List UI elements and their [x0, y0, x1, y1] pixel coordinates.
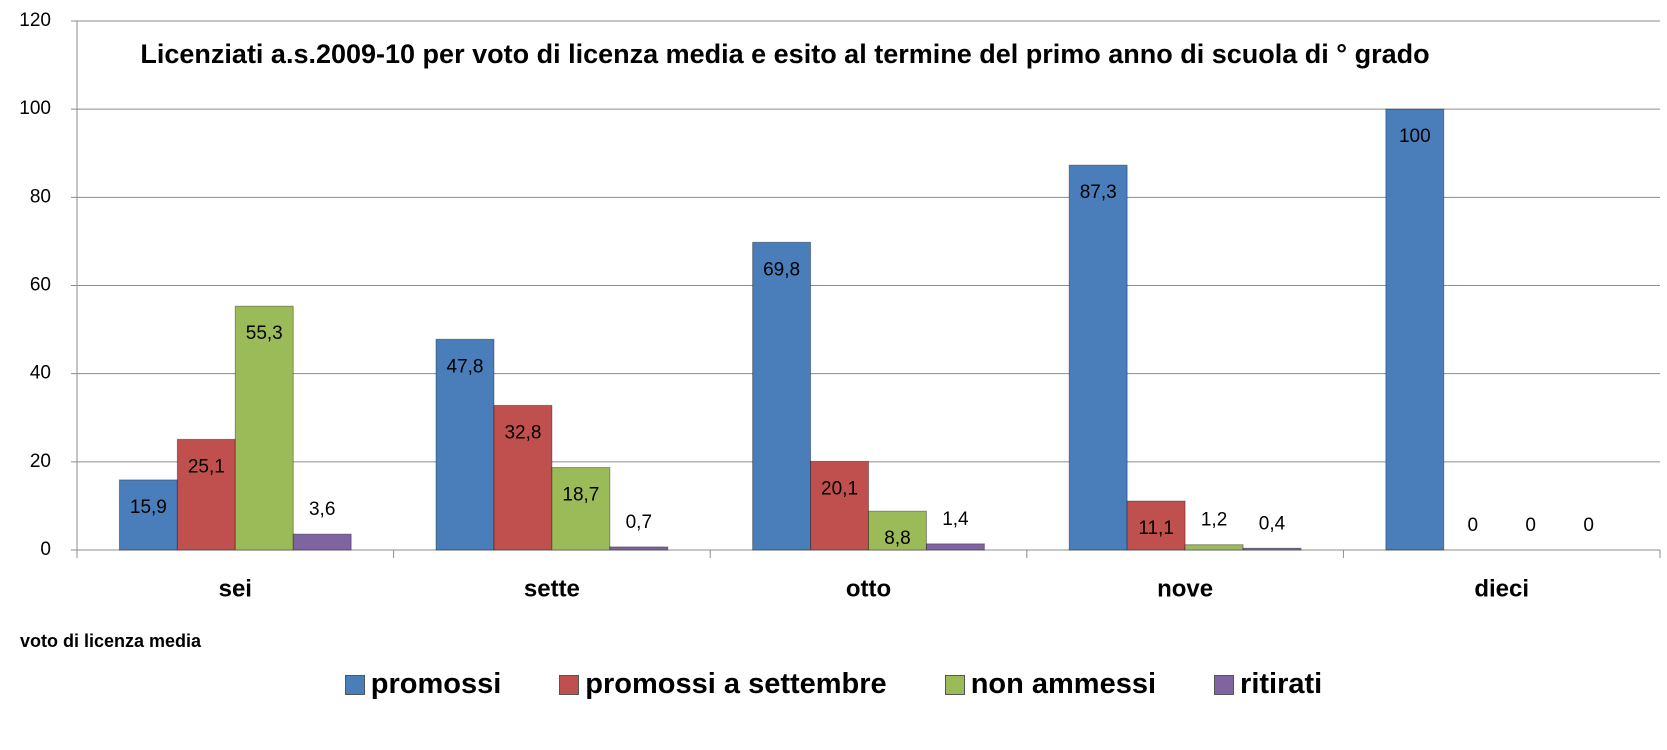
- data-label: 0,4: [1259, 513, 1286, 534]
- bar: [925, 543, 985, 551]
- legend-item: ritirati: [1214, 668, 1322, 701]
- data-label: 3,6: [309, 499, 335, 520]
- legend-swatch: [344, 674, 365, 695]
- data-label: 18,7: [562, 485, 599, 506]
- x-tick-label: otto: [846, 575, 891, 602]
- legend-item: promossi a settembre: [559, 668, 887, 701]
- data-label: 11,1: [1138, 518, 1174, 539]
- bar: [868, 510, 927, 551]
- legend-swatch: [944, 674, 965, 695]
- x-axis-label: voto di licenza media: [20, 631, 202, 651]
- y-tick-label: 80: [30, 186, 51, 207]
- bar: [551, 467, 611, 551]
- y-tick-label: 40: [30, 363, 51, 384]
- data-label: 100: [1399, 126, 1431, 147]
- legend-label: promossi: [370, 668, 502, 700]
- bar: [1385, 108, 1445, 551]
- x-tick-label: sette: [524, 575, 580, 602]
- bar: [234, 305, 294, 551]
- legend-label: ritirati: [1240, 668, 1323, 700]
- y-tick-label: 60: [30, 275, 51, 296]
- legend-item: promossi: [344, 668, 502, 701]
- data-label: 20,1: [821, 478, 858, 499]
- y-tick-label: 0: [40, 539, 51, 560]
- data-label: 1,2: [1201, 510, 1227, 531]
- data-label: 69,8: [763, 259, 800, 280]
- legend: promossi promossi a settembre non ammessi r…: [0, 668, 1667, 701]
- legend-label: non ammessi: [970, 668, 1157, 700]
- legend-swatch: [1214, 674, 1235, 695]
- bar: [609, 546, 669, 551]
- data-label: 8,8: [884, 528, 910, 549]
- bar: [292, 533, 352, 551]
- legend-item: non ammessi: [944, 668, 1157, 701]
- data-label: 0: [1467, 515, 1478, 536]
- bar: [118, 479, 178, 551]
- legend-swatch: [559, 674, 580, 695]
- x-tick-label: nove: [1157, 575, 1213, 602]
- data-label: 32,8: [504, 422, 541, 443]
- chart-title: Licenziati a.s.2009-10 per voto di licen…: [140, 39, 1430, 69]
- bar: [493, 404, 553, 551]
- data-label: 15,9: [130, 497, 167, 518]
- data-label: 55,3: [246, 323, 283, 344]
- data-label: 47,8: [447, 356, 484, 377]
- data-label: 0: [1525, 515, 1536, 536]
- y-tick-label: 100: [19, 98, 51, 119]
- data-label: 87,3: [1080, 182, 1117, 203]
- bar: [1068, 164, 1128, 551]
- data-label: 0,7: [626, 512, 652, 533]
- bar: [1242, 547, 1302, 551]
- data-label: 1,4: [942, 509, 969, 530]
- bar: [1184, 544, 1244, 551]
- bar: [810, 460, 869, 551]
- bar: [752, 241, 812, 551]
- data-label: 0: [1583, 515, 1594, 536]
- bar: [1126, 500, 1186, 551]
- data-label: 25,1: [188, 456, 225, 477]
- y-tick-label: 20: [30, 451, 51, 472]
- legend-label: promossi a settembre: [585, 668, 887, 700]
- x-tick-label: dieci: [1474, 575, 1529, 602]
- bar: [176, 438, 236, 551]
- y-tick-label: 120: [19, 10, 51, 31]
- x-tick-label: sei: [219, 575, 252, 602]
